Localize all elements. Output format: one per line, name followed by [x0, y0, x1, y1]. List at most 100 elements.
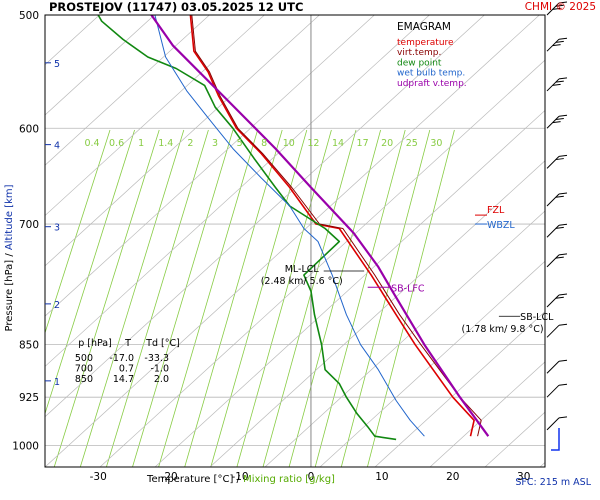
wind-barb-feather — [558, 77, 568, 80]
pressure-tick-label: 850 — [19, 340, 39, 352]
table-cell: -1.0 — [150, 364, 169, 375]
legend-entry-temperature: temperature — [397, 38, 454, 48]
mixing-ratio-label: 30 — [430, 138, 442, 149]
altitude-tick-label: 5 — [54, 59, 60, 70]
altitude-tick-label: 1 — [54, 377, 60, 388]
wind-barb — [546, 253, 568, 268]
mixing-ratio-label: 2 — [187, 138, 193, 149]
legend-entry-udpraft-v-temp: udpraft v.temp. — [397, 79, 467, 89]
altitude-tick-label: 3 — [54, 223, 60, 234]
mixing-ratio-line — [45, 129, 111, 335]
wind-barb-feather — [555, 256, 564, 259]
mixing-ratio-label: 1 — [138, 138, 144, 149]
dry-adiabat-line — [45, 15, 210, 166]
wind-barb-feather — [555, 80, 564, 83]
temperature-tick-label: -10 — [231, 471, 248, 483]
x-axis-label-mixing: Mixing ratio [g/kg] — [243, 474, 335, 485]
reference-label-wbzl: WBZL — [487, 220, 515, 231]
legend-entry-dew-point: dew point — [397, 58, 442, 68]
surface-wind-marker — [551, 428, 560, 451]
wind-barb-feather — [558, 253, 568, 256]
wind-barb-feather — [555, 158, 564, 161]
temperature-tick-label: 30 — [517, 471, 530, 483]
wind-barb — [546, 323, 568, 338]
plot-frame — [44, 14, 546, 468]
table-cell: -17.0 — [109, 353, 134, 364]
table-cell: -33.3 — [144, 353, 169, 364]
table-header: Td [°C] — [145, 338, 180, 349]
wind-barb-staff — [546, 254, 560, 268]
station-title: PROSTEJOV (11747) — [49, 0, 177, 14]
wind-barb-staff — [546, 294, 560, 308]
dry-adiabat-line — [45, 15, 375, 317]
wind-barb — [546, 77, 568, 92]
dry-adiabat-line — [99, 59, 545, 467]
dry-adiabat-line — [264, 210, 545, 467]
wind-barb-feather — [555, 195, 564, 198]
wind-barb-feather — [555, 4, 564, 7]
mixing-ratio-label: 20 — [381, 138, 393, 149]
mixing-ratio-line — [367, 129, 455, 467]
mixing-ratio-label: 0.4 — [84, 138, 99, 149]
reference-label-fzl: FZL — [487, 205, 505, 216]
wind-barb-staff — [546, 156, 560, 169]
pressure-tick-label: 600 — [19, 123, 39, 135]
surface-elevation: SFC: 215 m ASL — [515, 477, 591, 488]
chart-title: EMAGRAM — [397, 21, 451, 33]
table-header: p [hPa] — [78, 338, 112, 349]
wind-barb-staff — [546, 384, 560, 398]
y-axis-label-pressure: Pressure [hPa] — [4, 260, 15, 332]
wind-barb-feather — [555, 226, 564, 229]
wind-barb-feather — [558, 223, 568, 226]
wind-barb — [546, 223, 568, 238]
datetime-title: 03.05.2025 12 UTC — [181, 0, 303, 14]
mixing-ratio-label: 12 — [307, 138, 319, 149]
wind-barb-feather — [558, 192, 568, 195]
wind-barb-feather — [552, 83, 561, 86]
wind-barb — [546, 1, 568, 16]
pressure-tick-label: 700 — [19, 219, 39, 231]
temperature-tick-label: 20 — [446, 471, 459, 483]
ml-lcl-value: (2.48 km/ 5.6 °C) — [261, 276, 343, 287]
y-axis-label-altitude: Altitude [km] — [4, 184, 15, 250]
sb-lcl-label: SB-LCL — [520, 312, 554, 323]
dry-adiabat-line — [374, 311, 545, 467]
mixing-ratio-line — [184, 129, 283, 467]
mixing-ratio-label: 14 — [332, 138, 344, 149]
mixing-ratio-label: 0.6 — [109, 138, 124, 149]
dry-adiabat-line — [319, 260, 545, 467]
mixing-ratio-line — [79, 129, 185, 467]
series-dew_point-line — [97, 15, 397, 441]
series-temperature-line — [189, 15, 475, 437]
pressure-tick-label: 1000 — [12, 441, 39, 453]
wind-barb-feather — [558, 359, 568, 362]
wind-barb — [546, 192, 568, 207]
table-cell: 500 — [75, 353, 93, 364]
wind-barb-staff — [546, 193, 560, 207]
wind-barb — [546, 293, 568, 308]
x-axis-label-temperature: Temperature [°C] — [146, 474, 233, 485]
wind-barb-feather — [555, 117, 564, 120]
mixing-ratio-label: 25 — [406, 138, 418, 149]
x-axis-label-separator: / — [233, 474, 243, 485]
legend-entry-wet-bulb-temp: wet bulb temp. — [397, 69, 465, 79]
wind-barb-staff — [546, 224, 560, 238]
temperature-tick-label: 10 — [375, 471, 388, 483]
dry-adiabat-line — [154, 109, 545, 467]
wind-barb-feather — [555, 40, 564, 43]
series-updraft-line — [150, 15, 490, 437]
mixing-ratio-label: 10 — [283, 138, 295, 149]
wind-barb-feather — [555, 296, 564, 299]
dry-adiabat-line — [595, 0, 600, 467]
wind-barb-feather — [558, 114, 568, 117]
mixing-ratio-label: 17 — [357, 138, 369, 149]
mixing-ratio-line — [45, 129, 135, 415]
wind-barb-feather — [558, 37, 568, 40]
wind-barb-feather — [552, 7, 561, 10]
mixing-ratio-line — [158, 129, 258, 467]
table-cell: 700 — [75, 364, 93, 375]
dry-adiabat-line — [45, 15, 265, 217]
wind-barb-staff — [546, 360, 560, 374]
table-cell: 14.7 — [113, 374, 134, 385]
